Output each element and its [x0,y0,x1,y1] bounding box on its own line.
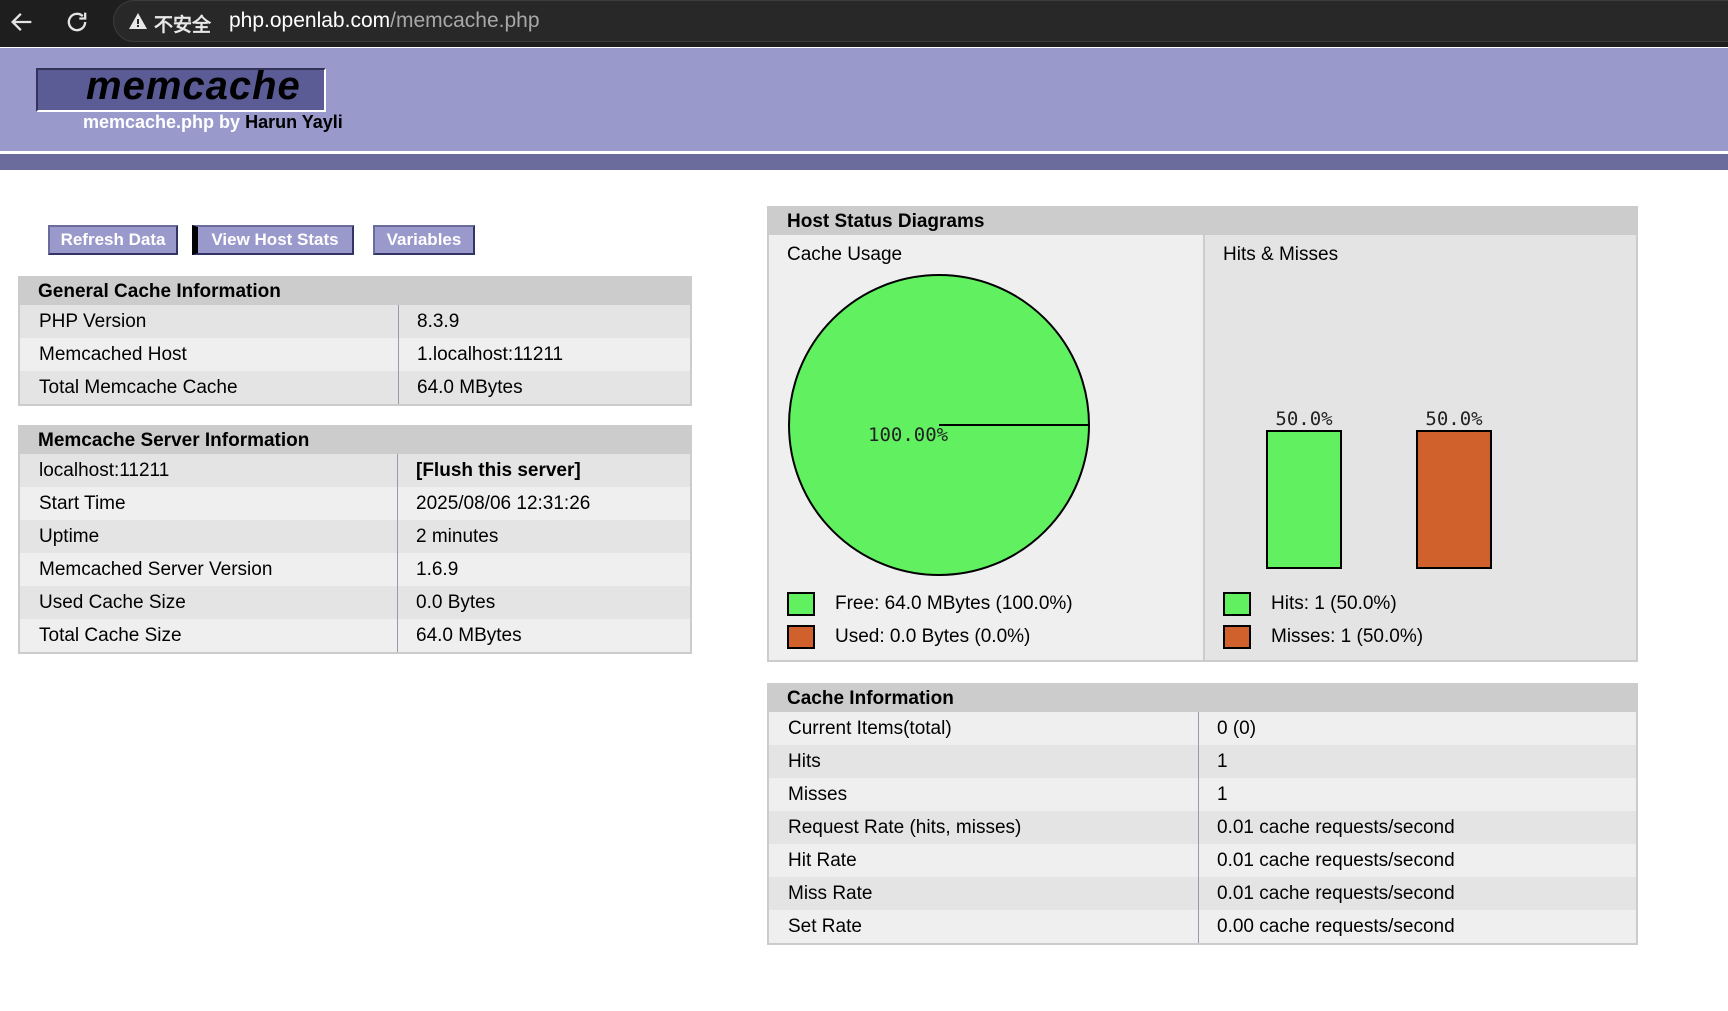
table-row: Misses 1 [769,778,1636,811]
logo-text: memcache [86,64,301,108]
table-title: General Cache Information [20,278,690,305]
header-bar [0,154,1728,170]
diagrams-title: Host Status Diagrams [787,211,985,232]
table-title: Memcache Server Information [20,427,690,454]
variables-button[interactable]: Variables [373,225,475,255]
legend-used-swatch [787,625,815,649]
table-row: Total Cache Size 64.0 MBytes [20,619,690,652]
pie-data-label: 100.00% [868,424,949,446]
hits-misses-panel: Hits & Misses 50.0% 50.0% Hits: 1 (50.0%)… [1205,235,1636,660]
general-cache-info-table: General Cache Information PHP Version 8.… [18,276,692,406]
url-text[interactable]: php.openlab.com/memcache.php [229,9,540,32]
legend-misses-swatch [1223,625,1251,649]
reload-icon[interactable] [59,4,95,40]
logo-subtitle: memcache.php by Harun Yayli [83,112,343,132]
server-host: localhost:11211 [20,454,398,487]
cache-usage-panel: Cache Usage 100.00% Free: 64.0 MBytes (1… [769,235,1203,660]
bar-misses [1416,430,1492,569]
table-title: Cache Information [769,685,1636,712]
legend-free: Free: 64.0 MBytes (100.0%) [787,592,1073,616]
legend-used: Used: 0.0 Bytes (0.0%) [787,625,1030,649]
not-secure-label[interactable]: 不安全 [154,14,212,36]
warning-icon [129,13,147,29]
legend-hits-swatch [1223,592,1251,616]
header-divider [0,151,1728,154]
table-row: PHP Version 8.3.9 [20,305,690,338]
table-row: localhost:11211 [Flush this server] [20,454,690,487]
cache-information-table: Cache Information Current Items(total) 0… [767,683,1638,945]
table-row: Memcached Host 1.localhost:11211 [20,338,690,371]
legend-misses: Misses: 1 (50.0%) [1223,625,1423,649]
author-name: Harun Yayli [245,112,343,132]
table-row: Miss Rate 0.01 cache requests/second [769,877,1636,910]
table-row: Hits 1 [769,745,1636,778]
table-row: Request Rate (hits, misses) 0.01 cache r… [769,811,1636,844]
table-row: Current Items(total) 0 (0) [769,712,1636,745]
refresh-data-button[interactable]: Refresh Data [48,225,178,255]
table-row: Memcached Server Version 1.6.9 [20,553,690,586]
hits-misses-bar-chart: 50.0% 50.0% [1266,408,1492,569]
table-row: Hit Rate 0.01 cache requests/second [769,844,1636,877]
bar-hits [1266,430,1342,569]
legend-hits: Hits: 1 (50.0%) [1223,592,1397,616]
bar-data-label-hits: 50.0% [1275,408,1333,430]
table-row: Uptime 2 minutes [20,520,690,553]
flush-server-link[interactable]: [Flush this server] [416,460,581,481]
address-bar[interactable]: 不安全 php.openlab.com/memcache.php [113,0,1728,42]
cache-usage-pie-chart: 100.00% [788,274,1090,576]
memcache-server-info-table: Memcache Server Information localhost:11… [18,425,692,654]
table-row: Total Memcache Cache 64.0 MBytes [20,371,690,404]
view-host-stats-button[interactable]: View Host Stats [192,225,354,255]
logo: memcache [36,64,326,112]
browser-toolbar: 不安全 php.openlab.com/memcache.php [0,0,1728,47]
back-arrow-icon[interactable] [4,4,40,40]
bar-data-label-misses: 50.0% [1425,408,1483,430]
cache-usage-title: Cache Usage [787,244,903,265]
host-status-diagrams: Host Status Diagrams Cache Usage 100.00%… [767,206,1638,662]
table-row: Used Cache Size 0.0 Bytes [20,586,690,619]
table-row: Set Rate 0.00 cache requests/second [769,910,1636,943]
table-row: Start Time 2025/08/06 12:31:26 [20,487,690,520]
hits-misses-title: Hits & Misses [1223,244,1339,265]
legend-free-swatch [787,592,815,616]
